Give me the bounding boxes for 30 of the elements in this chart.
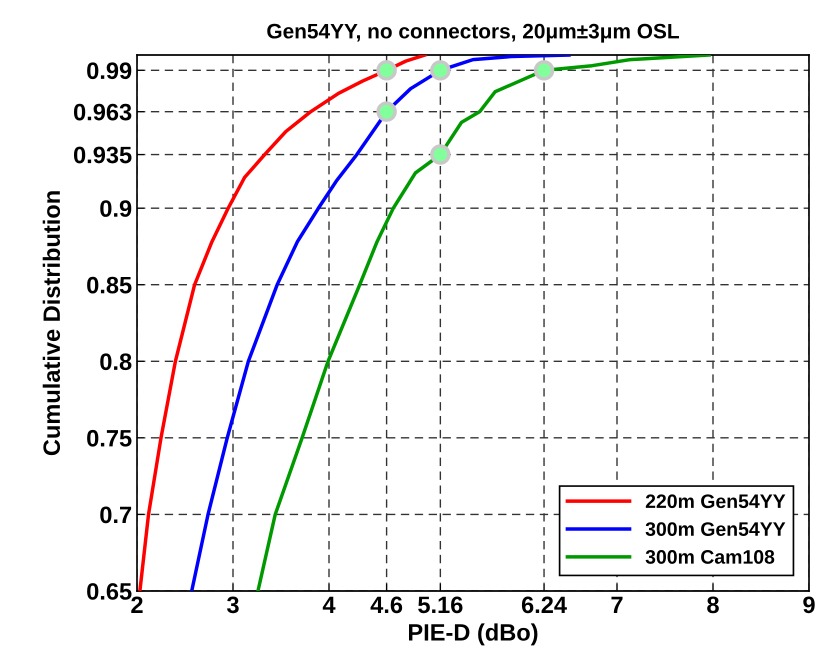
x-tick-label: 9	[803, 596, 815, 614]
point	[430, 60, 451, 81]
x-tick-label: 7	[611, 596, 623, 613]
point	[430, 144, 451, 165]
legend-label: 300m Cam108	[646, 550, 774, 564]
y-tick-label: 0.963	[74, 104, 132, 120]
legend-label: 220m Gen54YY	[646, 494, 786, 508]
point	[376, 60, 397, 81]
y-axis-title: Cumulative Distribution	[42, 191, 60, 456]
x-axis-title: PIE-D (dBo)	[409, 623, 538, 646]
y-tick-label: 0.75	[87, 430, 132, 447]
line-series	[190, 55, 571, 591]
x-tick-label: 6.24	[522, 596, 567, 614]
x-tick-label: 3	[226, 596, 239, 614]
x-tick-label: 8	[707, 596, 719, 614]
x-tick-label: 2	[131, 596, 143, 613]
y-tick-label: 0.85	[87, 276, 132, 294]
legend-label: 300m Gen54YY	[646, 522, 786, 536]
y-tick-label: 0.9	[100, 200, 132, 217]
point	[534, 60, 554, 81]
x-tick-label: 5.16	[418, 596, 462, 614]
y-tick-label: 0.8	[100, 353, 132, 370]
y-tick-label: 0.935	[74, 146, 132, 164]
y-tick-label: 0.7	[100, 506, 132, 524]
point	[376, 101, 397, 122]
x-tick-label: 4.6	[370, 596, 402, 614]
x-tick-label: 4	[322, 596, 336, 613]
chart-title: Gen54YY, no connectors, 20μm±3μm OSL	[267, 24, 679, 43]
y-tick-label: 0.99	[87, 62, 132, 80]
y-tick-label: 0.65	[87, 583, 132, 600]
